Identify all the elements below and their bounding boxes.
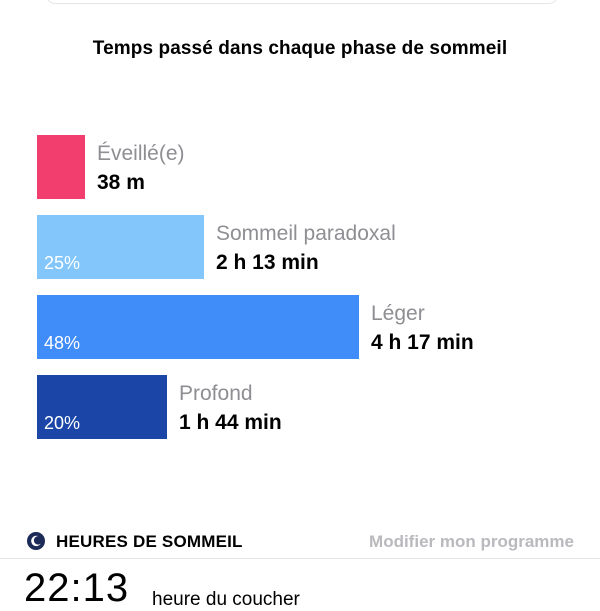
bedtime-label: heure du coucher xyxy=(152,589,300,610)
stage-bar xyxy=(37,135,85,199)
moon-icon xyxy=(27,532,45,550)
edit-schedule-link[interactable]: Modifier mon programme xyxy=(369,532,574,551)
section-title: HEURES DE SOMMEIL xyxy=(56,532,243,551)
stage-duration: 4 h 17 min xyxy=(371,331,474,354)
stage-percent: 48% xyxy=(44,333,81,353)
stage-duration: 1 h 44 min xyxy=(179,411,282,434)
stage-bar: 25% xyxy=(37,215,204,279)
stage-duration: 2 h 13 min xyxy=(216,251,319,274)
sleep-stages-chart: Éveillé(e) 38 m 25% Sommeil paradoxal 2 h 13… xyxy=(37,135,474,439)
stage-duration: 38 m xyxy=(97,171,145,194)
stage-name: Sommeil paradoxal xyxy=(216,222,396,245)
stage-name: Éveillé(e) xyxy=(97,142,185,165)
sleep-hours-header: HEURES DE SOMMEIL Modifier mon programme xyxy=(0,520,600,559)
stage-percent: 25% xyxy=(44,253,81,273)
bedtime-value: 22:13 xyxy=(24,566,130,610)
stage-bar: 20% xyxy=(37,375,167,439)
stage-percent: 20% xyxy=(44,413,81,433)
stage-name: Léger xyxy=(371,302,425,325)
stage-bar: 48% xyxy=(37,295,359,359)
stage-name: Profond xyxy=(179,382,253,405)
chart-title: Temps passé dans chaque phase de sommeil xyxy=(92,38,508,59)
